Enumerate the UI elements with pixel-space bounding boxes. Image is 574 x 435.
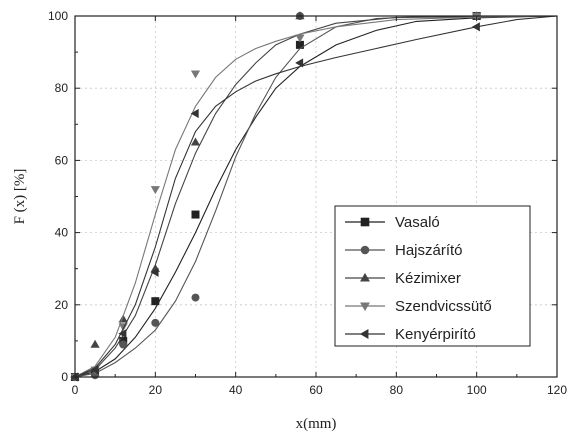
x-axis-label: x(mm) bbox=[296, 416, 337, 432]
legend-item: Kézimixer bbox=[345, 270, 461, 287]
series-layer bbox=[70, 11, 558, 382]
y-tick-label: 20 bbox=[55, 298, 69, 312]
legend-marker bbox=[360, 272, 370, 282]
legend-item: Szendvicssütő bbox=[345, 298, 492, 315]
y-tick-label: 40 bbox=[55, 226, 69, 240]
legend-marker bbox=[360, 245, 370, 255]
legend-item: Vasaló bbox=[345, 214, 440, 231]
x-tick-label: 40 bbox=[229, 383, 243, 397]
legend-marker bbox=[360, 302, 370, 312]
data-point bbox=[119, 340, 128, 349]
series-line bbox=[74, 15, 558, 378]
series-line bbox=[74, 15, 557, 378]
y-tick-label: 100 bbox=[48, 9, 68, 23]
data-point bbox=[295, 58, 304, 68]
data-point bbox=[90, 365, 99, 375]
legend-marker bbox=[359, 329, 369, 339]
axis-ticks: 0 20 40 60 80 100 120 0 20 40 60 80 100 bbox=[48, 9, 567, 397]
data-point bbox=[70, 372, 79, 382]
legend-item: Kenyérpirító bbox=[345, 326, 476, 343]
legend-box bbox=[334, 205, 531, 347]
legend-label: Kenyérpirító bbox=[395, 326, 476, 343]
y-tick-label: 0 bbox=[61, 370, 68, 384]
legend-label: Hajszárító bbox=[395, 242, 463, 259]
data-point bbox=[190, 108, 199, 119]
y-axis-label: F (x) [%] bbox=[12, 169, 28, 225]
series-line bbox=[74, 15, 558, 378]
x-tick-label: 100 bbox=[467, 383, 487, 397]
data-point bbox=[151, 318, 160, 327]
x-tick-label: 20 bbox=[149, 383, 163, 397]
legend-label: Kézimixer bbox=[395, 270, 461, 287]
y-tick-label: 60 bbox=[55, 153, 69, 167]
data-point bbox=[295, 34, 305, 43]
x-tick-label: 80 bbox=[390, 383, 404, 397]
data-point bbox=[150, 267, 159, 277]
legend-label: Vasaló bbox=[395, 214, 440, 231]
y-tick-label: 80 bbox=[55, 81, 69, 95]
data-point bbox=[150, 186, 160, 195]
x-tick-label: 60 bbox=[309, 383, 323, 397]
data-point bbox=[190, 70, 201, 79]
data-point bbox=[191, 293, 200, 302]
data-point bbox=[191, 210, 200, 219]
data-point bbox=[295, 40, 304, 49]
legend-item: Hajszárító bbox=[345, 242, 463, 259]
data-point bbox=[190, 137, 201, 146]
series-line bbox=[74, 15, 558, 378]
legend-label: Szendvicssütő bbox=[395, 298, 492, 315]
data-point bbox=[151, 297, 160, 306]
data-point bbox=[118, 329, 127, 339]
series-line bbox=[74, 15, 558, 378]
x-tick-label: 0 bbox=[72, 383, 79, 397]
series-5 bbox=[70, 15, 558, 382]
data-point bbox=[90, 339, 100, 348]
x-tick-label: 120 bbox=[547, 383, 567, 397]
legend: Vasaló Hajszárító Kézimixer Szendvicssütő Ke… bbox=[334, 205, 531, 347]
legend-marker bbox=[360, 217, 370, 227]
data-point bbox=[471, 22, 480, 32]
data-point bbox=[295, 11, 305, 20]
